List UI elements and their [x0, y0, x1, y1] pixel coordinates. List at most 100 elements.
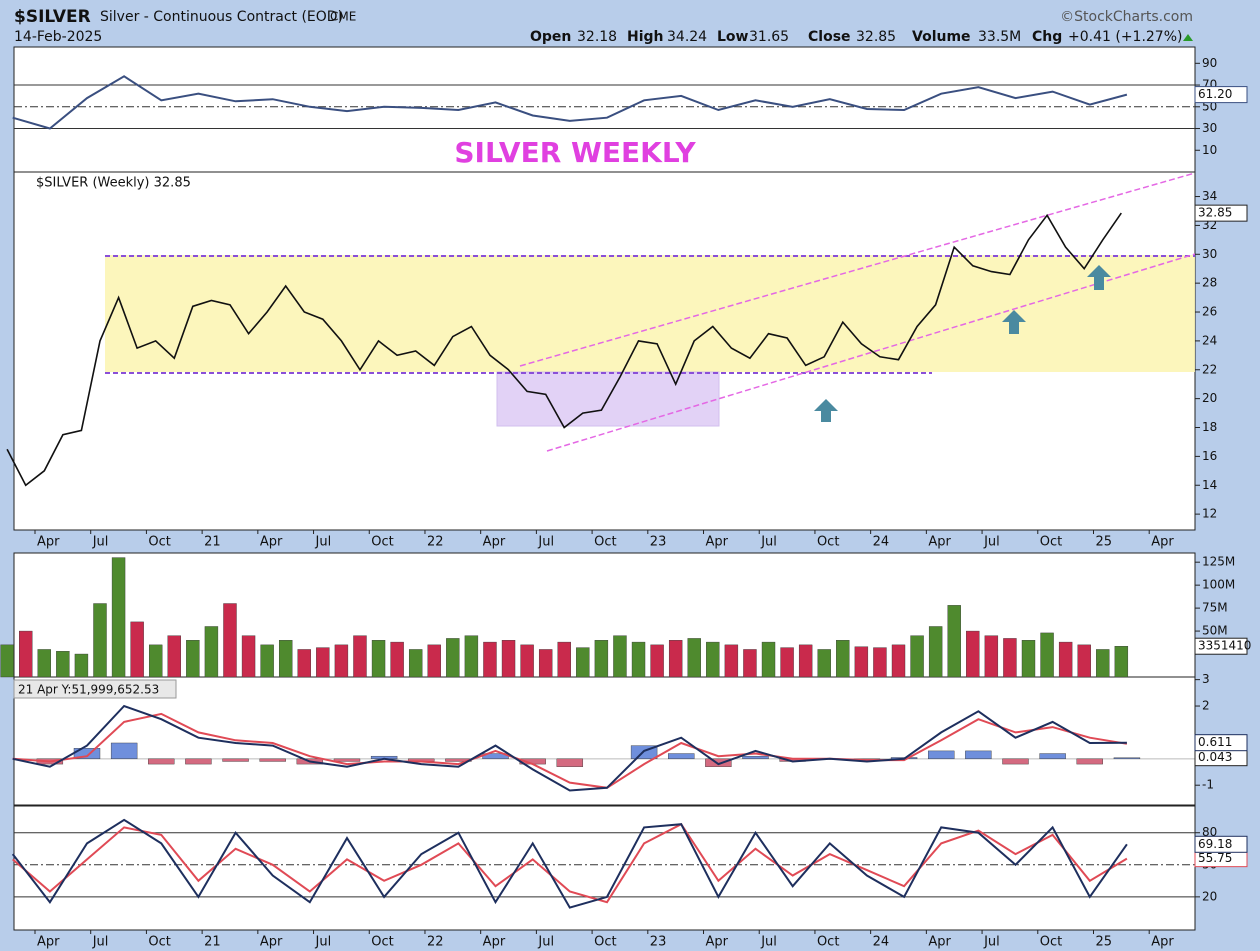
last-value-label: 55.75	[1198, 851, 1232, 865]
stat-label: Low	[717, 29, 749, 45]
bar	[742, 755, 769, 760]
bar	[520, 644, 534, 678]
x-tick-label: Jul	[315, 935, 332, 950]
bar	[501, 640, 516, 678]
bar	[947, 605, 961, 678]
bar	[334, 644, 349, 678]
x-tick-label: 25	[1095, 535, 1112, 550]
x-tick-label: Oct	[594, 935, 616, 950]
bar	[556, 758, 584, 767]
bar	[148, 758, 175, 765]
stats: Open 32.18 High 34.24 Low 31.65 Close 32.85 Volu…	[530, 29, 1182, 45]
bar	[1021, 640, 1036, 678]
y-tick-label: 50M	[1202, 624, 1228, 638]
last-value-box	[1194, 637, 1248, 655]
x-tick-label: Oct	[594, 535, 616, 550]
arrow	[1002, 310, 1026, 334]
bar	[260, 644, 274, 678]
bar	[149, 644, 163, 678]
bar	[130, 621, 144, 678]
x-tick-label: Jul	[537, 535, 554, 550]
last-value-label: 0.043	[1198, 750, 1232, 764]
panel	[13, 805, 1196, 931]
bar	[1002, 758, 1029, 765]
arrow	[814, 399, 838, 422]
x-tick-label: Apr	[706, 535, 729, 550]
last-value-label: 69.18	[1198, 837, 1232, 851]
bar	[259, 758, 286, 762]
x-tick-label: Apr	[483, 535, 506, 550]
bar	[965, 750, 992, 760]
bar	[706, 641, 720, 678]
bar	[427, 644, 441, 678]
bar	[873, 647, 887, 678]
y-tick-label: -1	[1202, 778, 1214, 792]
series-line	[12, 712, 1128, 789]
legend: $SILVER (Weekly) 32.85	[36, 176, 191, 191]
bar	[19, 630, 33, 678]
y-tick-label: 3	[1202, 672, 1210, 686]
x-tick-label: Oct	[817, 935, 839, 950]
bar	[93, 603, 107, 678]
stat-label: High	[627, 29, 664, 45]
series-line	[6, 212, 1122, 487]
y-tick-label: 12	[1202, 507, 1217, 521]
x-tick-label: Oct	[371, 535, 393, 550]
bar	[928, 750, 955, 760]
bar	[186, 640, 200, 678]
bar	[817, 649, 831, 678]
bar	[297, 649, 311, 678]
bar	[668, 640, 683, 678]
description: Silver - Continuous Contract (EOD)	[100, 9, 343, 25]
bar	[37, 649, 51, 678]
panel	[13, 46, 1196, 173]
bar	[1077, 644, 1091, 678]
x-tick-label: Jul	[760, 535, 777, 550]
x-tick-label: Apr	[706, 935, 729, 950]
stat-value: +0.41 (+1.27%)	[1068, 29, 1182, 45]
last-value-label: 32.85	[1198, 206, 1232, 220]
bar	[984, 635, 999, 678]
bar	[650, 644, 664, 678]
last-value-label: 61.20	[1198, 87, 1232, 101]
x-tick-label: 24	[873, 535, 890, 550]
x-tick-label: Apr	[37, 935, 60, 950]
bar	[110, 742, 138, 760]
bar	[743, 649, 757, 678]
bar	[761, 641, 776, 678]
bar	[836, 640, 850, 678]
stat-label: Chg	[1032, 29, 1062, 45]
up-icon	[1183, 34, 1193, 41]
y-tick-label: 10	[1202, 143, 1217, 157]
stat-value: 32.18	[577, 29, 617, 45]
x-tick-label: Oct	[148, 935, 170, 950]
date: 14-Feb-2025	[14, 29, 102, 45]
bar	[576, 647, 590, 678]
bar	[0, 644, 14, 678]
bar	[538, 649, 553, 678]
bar	[483, 641, 497, 678]
bar	[557, 641, 571, 678]
x-tick-label: 21	[204, 535, 221, 550]
y-tick-label: 20	[1202, 889, 1217, 903]
stat-value: 32.85	[856, 29, 896, 45]
y-tick-label: 30	[1202, 247, 1217, 261]
x-tick-label: Apr	[260, 535, 283, 550]
bar	[185, 758, 212, 765]
series-line	[12, 704, 1127, 792]
stat-label: Open	[530, 29, 571, 45]
y-tick-label: 26	[1202, 305, 1217, 319]
bar	[223, 603, 237, 678]
arrow	[1087, 265, 1111, 290]
symbol: $SILVER	[14, 7, 91, 27]
x-tick-label: Jul	[983, 535, 1000, 550]
bar	[74, 653, 89, 678]
x-tick-label: Oct	[1040, 535, 1062, 550]
stat-value: 33.5M	[978, 29, 1021, 45]
x-tick-label: 24	[873, 935, 890, 950]
tooltip-box	[13, 679, 177, 699]
bar	[1114, 646, 1129, 678]
bar	[780, 647, 794, 678]
y-tick-label: 90	[1202, 56, 1217, 70]
